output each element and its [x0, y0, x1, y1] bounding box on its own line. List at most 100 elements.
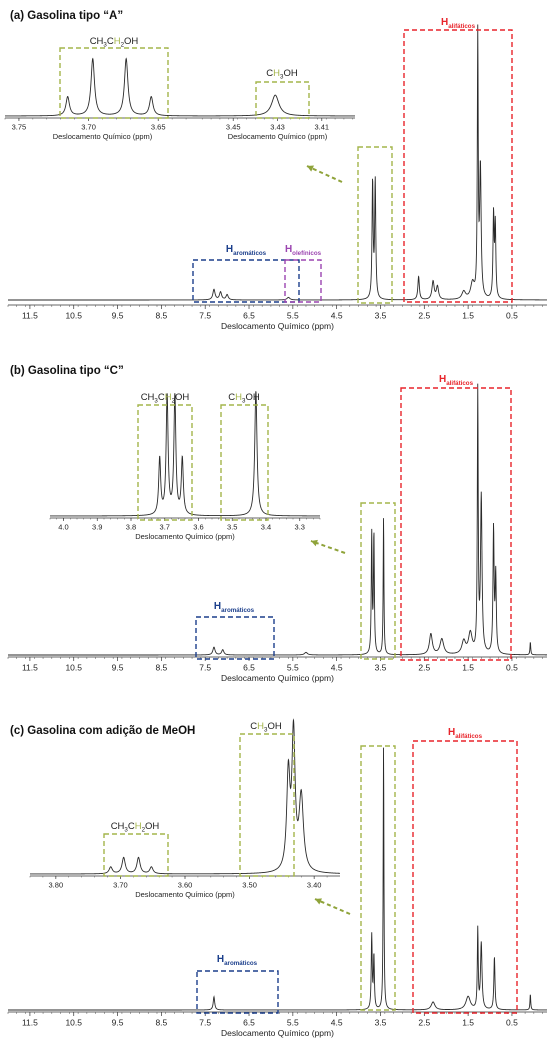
zoom-arrow-head — [307, 165, 314, 172]
tick-label: 9.5 — [112, 1018, 124, 1028]
region-olefinic-box — [284, 259, 322, 303]
region-aromatic-label: Haromáticos — [214, 601, 255, 614]
tick-label: 4.5 — [331, 1018, 343, 1028]
tick-label: 6.5 — [243, 1018, 255, 1028]
tick-label: 3.41 — [314, 123, 329, 132]
x-axis-label: Deslocamento Químico (ppm) — [135, 532, 235, 541]
tick-label: 6.5 — [243, 311, 255, 321]
region-aromatic-box — [195, 616, 275, 660]
inset-spectrum-line — [200, 94, 355, 117]
x-axis-label: Deslocamento Químico (ppm) — [53, 132, 153, 141]
tick-label: 3.5 — [375, 663, 387, 673]
spectrum-line — [8, 747, 547, 1011]
panel-title: (a) Gasolina tipo “A” — [10, 10, 123, 22]
tick-label: 0.5 — [506, 311, 518, 321]
tick-label: 2.5 — [418, 663, 430, 673]
x-axis-label: Deslocamento Químico (ppm) — [221, 1028, 334, 1038]
panel-a: (a) Gasolina tipo “A” 11.5 10.5 9.5 8.5 7.5 6.… — [4, 10, 547, 331]
zoom-arrow-head — [315, 898, 322, 905]
tick-label: 3.5 — [227, 523, 237, 532]
tick-label: 2.5 — [418, 1018, 430, 1028]
region-ethanol-box — [360, 745, 396, 1011]
tick-label: 10.5 — [65, 663, 82, 673]
tick-label: 9.5 — [112, 663, 124, 673]
tick-label: 3.6 — [193, 523, 203, 532]
tick-label: 3.4 — [261, 523, 271, 532]
tick-label: 6.5 — [243, 663, 255, 673]
panel-b: (b) Gasolina tipo “C” 11.5 10.5 9.5 8.5 7.5 6.… — [7, 365, 548, 683]
tick-label: 5.5 — [287, 663, 299, 673]
panel-c: (c) Gasolina com adição de MeOH 11.5 10.5 9… — [7, 718, 547, 1038]
inset-formula-label: CH3OH — [266, 68, 298, 80]
tick-label: 0.5 — [506, 663, 518, 673]
tick-label: 11.5 — [22, 311, 38, 321]
tick-label: 7.5 — [199, 663, 211, 673]
tick-label: 7.5 — [199, 311, 211, 321]
region-aromatic-label: Haromáticos — [226, 244, 267, 257]
region-aliphatic-box — [412, 740, 518, 1014]
inset-formula-label: CH3CH2OH — [141, 392, 190, 404]
region-ethanol-box — [360, 502, 396, 660]
x-axis-label: Deslocamento Químico (ppm) — [221, 321, 334, 331]
tick-label: 1.5 — [462, 311, 474, 321]
inset-formula-label-2: CH3OH — [228, 392, 260, 404]
inset-zoom-box — [103, 833, 169, 877]
tick-label: 8.5 — [155, 663, 167, 673]
tick-label: 5.5 — [287, 311, 299, 321]
region-olefinic-label: Holefínicos — [285, 244, 322, 257]
inset-zoom-box — [59, 47, 169, 119]
tick-label: 9.5 — [112, 311, 124, 321]
tick-label: 3.7 — [160, 523, 170, 532]
region-aliphatic-box — [400, 387, 512, 661]
x-axis-label: Deslocamento Químico (ppm) — [221, 673, 334, 683]
tick-label: 11.5 — [22, 1018, 38, 1028]
tick-label: 3.9 — [92, 523, 102, 532]
inset-zoom-box — [255, 81, 310, 119]
inset-spectrum-line — [30, 718, 341, 875]
inset-spectrum-line — [50, 391, 320, 517]
tick-label: 3.40 — [307, 881, 322, 890]
inset-spectrum-line — [5, 57, 200, 117]
tick-label: 3.70 — [81, 123, 96, 132]
region-aromatic-label: Haromáticos — [217, 954, 258, 967]
region-aromatic-box — [196, 970, 279, 1014]
main-spectrum: 11.5 10.5 9.5 8.5 7.5 6.5 5.5 4.5 3.5 2.5 1.5 0.5 De… — [7, 24, 547, 331]
tick-label: 3.45 — [226, 123, 241, 132]
tick-label: 4.0 — [58, 523, 68, 532]
region-aliphatic-label: Halifáticos — [439, 374, 474, 387]
inset-formula-label-2: CH3OH — [250, 721, 282, 733]
spectrum-line — [8, 383, 548, 656]
tick-label: 3.5 — [375, 1018, 387, 1028]
x-axis-label: Deslocamento Químico (ppm) — [135, 890, 235, 899]
tick-label: 10.5 — [65, 311, 82, 321]
inset-formula-label: CH3CH2OH — [90, 36, 139, 48]
tick-label: 3.5 — [375, 311, 387, 321]
tick-label: 2.5 — [418, 311, 430, 321]
tick-label: 8.5 — [155, 311, 167, 321]
tick-label: 1.5 — [462, 1018, 474, 1028]
zoom-arrow-head — [311, 539, 318, 547]
tick-label: 3.65 — [151, 123, 166, 132]
tick-label: 3.8 — [126, 523, 136, 532]
tick-label: 4.5 — [331, 311, 343, 321]
tick-label: 7.5 — [199, 1018, 211, 1028]
inset-zoom-box — [137, 404, 193, 521]
tick-label: 10.5 — [65, 1018, 82, 1028]
region-aliphatic-label: Halifáticos — [448, 727, 483, 740]
tick-label: 3.60 — [178, 881, 193, 890]
tick-label: 3.3 — [295, 523, 305, 532]
region-aromatic-box — [192, 259, 300, 303]
tick-label: 3.75 — [12, 123, 27, 132]
inset-formula-label: CH3CH2OH — [111, 821, 160, 833]
spectrum-line — [8, 24, 547, 301]
tick-label: 11.5 — [22, 663, 38, 673]
tick-label: 8.5 — [155, 1018, 167, 1028]
panel-title: (c) Gasolina com adição de MeOH — [10, 725, 195, 737]
inset-0: 4.0 3.9 3.8 3.7 3.6 3.5 3.4 3.3 Deslocamento Quí… — [49, 391, 321, 541]
inset-zoom-box-2 — [239, 733, 295, 877]
region-aliphatic-label: Halifáticos — [441, 17, 476, 30]
panel-title: (b) Gasolina tipo “C” — [10, 365, 124, 377]
